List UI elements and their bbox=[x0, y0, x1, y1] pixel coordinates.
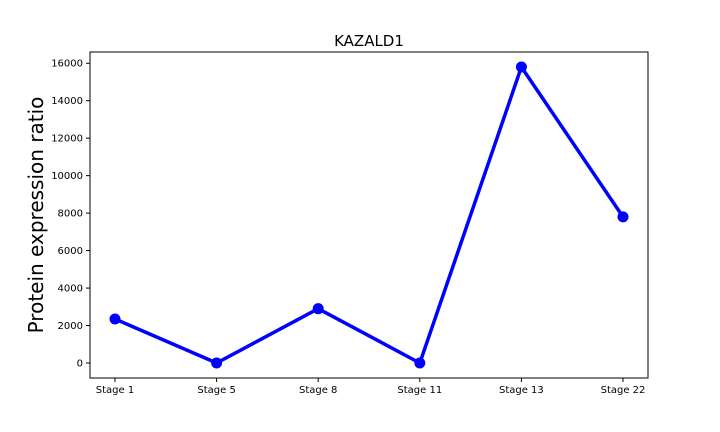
data-point bbox=[312, 303, 324, 315]
series-line bbox=[114, 65, 625, 365]
x-tick-label: Stage 13 bbox=[499, 385, 544, 396]
y-tick-label: 6000 bbox=[58, 246, 83, 257]
y-tick-label: 16000 bbox=[51, 59, 83, 70]
x-tick-label: Stage 1 bbox=[96, 385, 134, 396]
y-axis-label: Protein expression ratio bbox=[24, 97, 48, 334]
x-axis: Stage 1 Stage 5 Stage 8 Stage 11 Stage 13 Sta… bbox=[96, 378, 646, 396]
chart-title: KAZALD1 bbox=[334, 32, 404, 50]
y-tick-label: 0 bbox=[77, 359, 83, 370]
y-tick-label: 4000 bbox=[58, 284, 83, 295]
x-tick-label: Stage 8 bbox=[299, 385, 337, 396]
data-point bbox=[109, 313, 121, 325]
data-point bbox=[414, 357, 426, 369]
y-tick-label: 12000 bbox=[51, 134, 83, 145]
y-tick-label: 10000 bbox=[51, 171, 83, 182]
x-tick-label: Stage 11 bbox=[397, 385, 442, 396]
plot-area-frame bbox=[89, 51, 649, 379]
data-point bbox=[515, 61, 527, 73]
x-tick-label: Stage 5 bbox=[197, 385, 235, 396]
y-axis: 0 2000 4000 6000 8000 10000 12000 14000 16000 bbox=[51, 59, 90, 370]
x-tick-label: Stage 22 bbox=[601, 385, 646, 396]
y-tick-label: 2000 bbox=[58, 321, 83, 332]
series-layer bbox=[109, 61, 629, 369]
data-point bbox=[617, 211, 629, 223]
y-tick-label: 14000 bbox=[51, 96, 83, 107]
data-point bbox=[211, 357, 223, 369]
y-tick-label: 8000 bbox=[58, 209, 83, 220]
